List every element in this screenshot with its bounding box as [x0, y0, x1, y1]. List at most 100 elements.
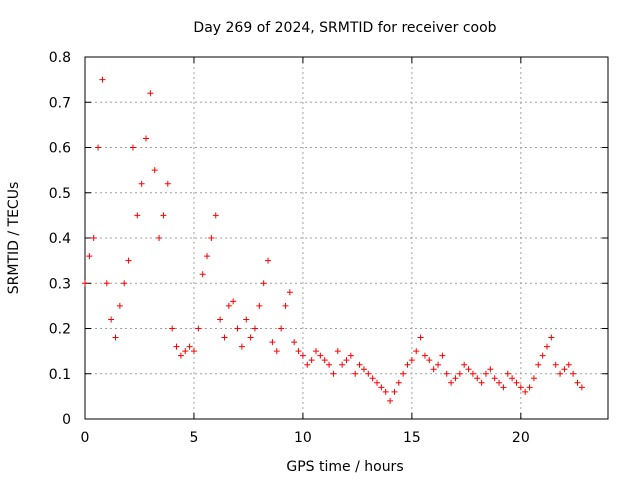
data-point: [430, 366, 437, 373]
data-point: [247, 334, 254, 341]
data-point: [147, 90, 154, 97]
data-point: [365, 370, 372, 377]
data-point: [561, 366, 568, 373]
data-point: [369, 375, 376, 382]
data-point: [443, 370, 450, 377]
data-point: [282, 302, 289, 309]
x-tick-labels: 0 5 10 15 20: [81, 430, 530, 446]
data-point: [382, 388, 389, 395]
data-point: [522, 388, 529, 395]
data-point: [378, 384, 385, 391]
data-point: [404, 361, 411, 368]
data-point: [138, 180, 145, 187]
data-point: [321, 357, 328, 364]
data-point: [295, 348, 302, 355]
data-point: [103, 280, 110, 287]
y-tick-label: 0.8: [49, 50, 71, 66]
data-point: [482, 370, 489, 377]
data-point: [565, 361, 572, 368]
y-tick-label: 0: [62, 412, 71, 428]
data-point: [169, 325, 176, 332]
data-point: [195, 325, 202, 332]
data-point: [90, 235, 97, 241]
data-point: [230, 298, 237, 305]
y-axis-label: SRMTID / TECUs: [6, 182, 22, 295]
data-point: [334, 348, 341, 355]
data-point: [134, 212, 141, 219]
data-point: [208, 235, 215, 241]
data-point: [343, 357, 350, 364]
data-point: [312, 348, 319, 355]
data-point: [374, 379, 381, 386]
data-point: [557, 370, 564, 377]
x-tick-label: 20: [512, 430, 530, 446]
data-point: [121, 280, 128, 287]
data-point: [243, 316, 250, 323]
y-tick-label: 0.6: [49, 141, 71, 157]
x-tick-label: 10: [294, 430, 312, 446]
data-point: [439, 352, 446, 359]
data-point: [190, 348, 197, 355]
data-point: [299, 352, 306, 359]
data-point: [160, 212, 167, 219]
data-point: [86, 253, 93, 260]
x-axis-label: GPS time / hours: [286, 459, 403, 475]
data-point: [251, 325, 258, 332]
data-point: [269, 339, 276, 346]
y-tick-label: 0.7: [49, 95, 71, 111]
data-point: [356, 361, 363, 368]
data-point: [517, 384, 524, 391]
grid: [85, 57, 608, 419]
data-point: [570, 370, 577, 377]
axis-ticks: [84, 56, 608, 420]
data-point: [99, 76, 106, 83]
y-tick-label: 0.3: [49, 276, 71, 292]
data-point: [535, 361, 542, 368]
data-point: [317, 352, 324, 359]
data-point: [129, 144, 136, 151]
data-point: [360, 366, 367, 373]
data-point: [496, 379, 503, 386]
data-point: [265, 257, 272, 264]
data-point: [474, 375, 481, 382]
data-point: [330, 370, 337, 377]
data-point: [291, 339, 298, 346]
data-point: [260, 280, 267, 287]
data-point: [465, 366, 472, 373]
data-points: [82, 76, 585, 404]
data-point: [286, 289, 293, 296]
data-point: [308, 357, 315, 364]
data-point: [491, 375, 498, 382]
data-point: [326, 361, 333, 368]
data-point: [156, 235, 163, 241]
x-tick-label: 15: [403, 430, 421, 446]
data-point: [234, 325, 241, 332]
data-point: [164, 180, 171, 187]
data-point: [452, 375, 459, 382]
data-point: [221, 334, 228, 341]
data-point: [151, 167, 158, 174]
data-point: [478, 379, 485, 386]
data-point: [339, 361, 346, 368]
data-point: [278, 325, 285, 332]
y-tick-label: 0.1: [49, 367, 71, 383]
data-point: [417, 334, 424, 341]
data-point: [513, 379, 520, 386]
data-point: [543, 343, 550, 350]
data-point: [461, 361, 468, 368]
data-point: [574, 379, 581, 386]
data-point: [95, 144, 102, 151]
data-point: [112, 334, 119, 341]
data-point: [500, 384, 507, 391]
data-point: [182, 348, 189, 355]
data-point: [526, 384, 533, 391]
data-point: [426, 357, 433, 364]
data-point: [469, 370, 476, 377]
data-point: [116, 302, 123, 309]
data-point: [204, 253, 211, 260]
x-tick-label: 0: [81, 430, 90, 446]
data-point: [143, 135, 150, 142]
data-point: [408, 357, 415, 364]
data-point: [212, 212, 219, 219]
